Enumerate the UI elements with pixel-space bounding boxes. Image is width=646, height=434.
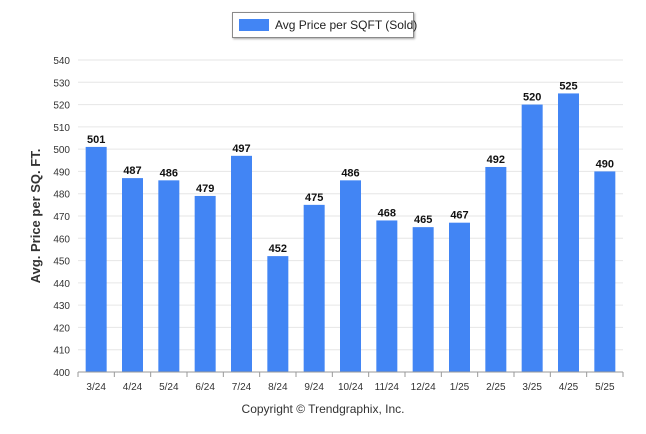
legend-swatch xyxy=(239,19,269,31)
y-tick-label: 410 xyxy=(53,346,70,357)
data-label: 479 xyxy=(196,183,214,195)
data-label: 490 xyxy=(596,158,614,170)
y-tick-label: 470 xyxy=(53,212,70,223)
data-label: 501 xyxy=(87,134,105,146)
bar xyxy=(122,178,143,372)
y-tick-label: 450 xyxy=(53,257,70,268)
bar xyxy=(558,93,579,372)
copyright-footer: Copyright © Trendgraphix, Inc. xyxy=(241,402,405,416)
legend: Avg Price per SQFT (Sold) xyxy=(232,12,418,38)
bar xyxy=(449,222,470,372)
x-tick-label: 1/25 xyxy=(450,382,470,393)
data-labels: 501 487 486 479 497 452 475 486 468 465 467 492 520 5… xyxy=(87,80,614,255)
data-label: 452 xyxy=(269,243,287,255)
data-label: 487 xyxy=(123,165,141,177)
bar xyxy=(158,180,180,372)
x-tick-label: 4/24 xyxy=(123,382,143,393)
y-tick-label: 480 xyxy=(53,190,70,201)
x-tick-label: 3/25 xyxy=(522,382,542,393)
y-tick-label: 460 xyxy=(53,234,70,245)
x-tick-label: 3/24 xyxy=(86,382,106,393)
data-label: 486 xyxy=(341,167,359,179)
data-label: 468 xyxy=(378,207,396,219)
x-tick-label: 9/24 xyxy=(304,382,324,393)
x-tick-label: 2/25 xyxy=(486,382,506,393)
bar xyxy=(594,171,616,372)
data-label: 492 xyxy=(487,154,505,166)
bar xyxy=(412,227,434,372)
y-tick-label: 500 xyxy=(53,145,70,156)
x-tick-label: 12/24 xyxy=(411,382,436,393)
bar xyxy=(340,180,361,372)
y-tick-label: 530 xyxy=(53,78,70,89)
bar xyxy=(303,204,325,372)
data-label: 467 xyxy=(450,210,468,222)
y-tick-label: 430 xyxy=(53,301,70,312)
y-tick-label: 490 xyxy=(53,167,70,178)
y-tick-label: 440 xyxy=(53,279,70,290)
x-tick-label: 6/24 xyxy=(195,382,215,393)
x-tick-label: 7/24 xyxy=(232,382,252,393)
bar xyxy=(85,146,107,372)
bar xyxy=(485,166,507,372)
bar xyxy=(521,104,543,373)
y-tick-label: 400 xyxy=(53,368,70,379)
data-label: 520 xyxy=(523,92,541,104)
y-axis-label: Avg. Price per SQ. FT. xyxy=(28,149,43,284)
x-tick-label: 4/25 xyxy=(559,382,579,393)
legend-label: Avg Price per SQFT (Sold) xyxy=(275,18,418,32)
data-label: 465 xyxy=(414,214,432,226)
data-label: 525 xyxy=(559,80,577,92)
x-tick-label: 5/24 xyxy=(159,382,179,393)
y-axis-ticks: 400 410 420 430 440 450 460 470 480 490 500 510 520 5… xyxy=(53,56,70,379)
bar xyxy=(267,256,289,372)
y-tick-label: 520 xyxy=(53,101,70,112)
data-label: 497 xyxy=(232,143,250,155)
bar xyxy=(376,220,398,372)
bar xyxy=(231,155,252,372)
x-tick-label: 8/24 xyxy=(268,382,288,393)
bar xyxy=(194,195,216,372)
y-tick-label: 540 xyxy=(53,56,70,67)
data-label: 475 xyxy=(305,192,323,204)
x-tick-label: 10/24 xyxy=(338,382,363,393)
bars xyxy=(85,93,616,373)
x-tick-label: 5/25 xyxy=(595,382,615,393)
data-label: 486 xyxy=(160,167,178,179)
x-tick-label: 11/24 xyxy=(375,382,400,393)
x-axis-ticks: 3/24 4/24 5/24 6/24 7/24 8/24 9/24 10/24 11/24 12… xyxy=(77,372,624,393)
y-tick-label: 510 xyxy=(53,123,70,134)
y-tick-label: 420 xyxy=(53,323,70,334)
